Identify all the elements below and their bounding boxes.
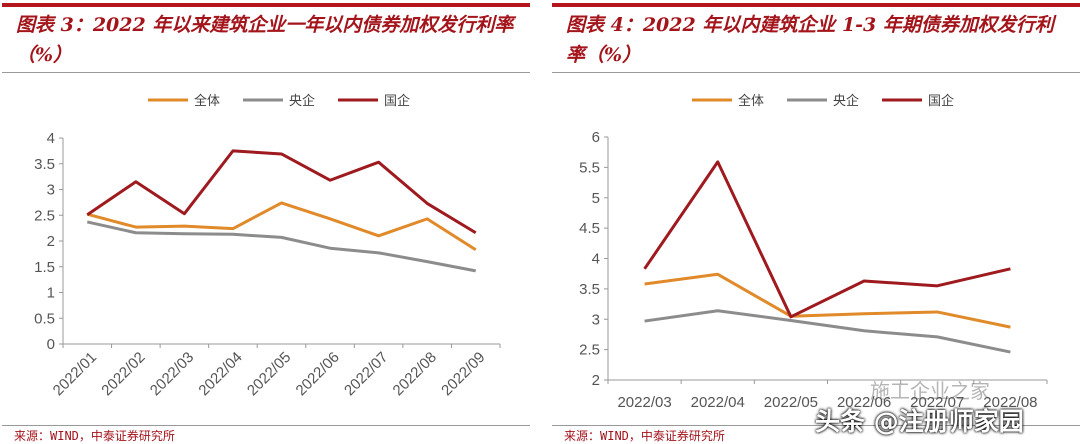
series-line-央企 <box>644 309 1011 354</box>
legend-label: 央企 <box>289 93 315 109</box>
watermark: 施工企业之家 <box>870 379 990 403</box>
divider <box>552 72 1080 73</box>
legend-label: 全体 <box>194 93 220 109</box>
x-tick-label: 2022/02 <box>98 349 148 399</box>
chart-title: 图表 3：2022 年以来建筑企业一年以内债券加权发行利率（%） <box>16 14 514 66</box>
y-tick-label: 2.5 <box>34 207 55 224</box>
y-tick-label: 1 <box>47 285 55 302</box>
x-tick-label: 2022/01 <box>50 349 100 399</box>
chart-panel-2: 图表 4：2022 年以内建筑企业 1-3 年期债券加权发行利率（%） 来源：W… <box>550 0 1080 444</box>
y-tick-label: 3.5 <box>34 156 55 173</box>
x-tick-label: 2022/07 <box>910 394 964 411</box>
y-tick-label: 0.5 <box>34 310 55 327</box>
y-tick-label: 4 <box>592 251 600 268</box>
divider <box>552 425 1080 426</box>
x-tick-label: 2022/08 <box>390 349 440 399</box>
watermark: 头条 @注册师家园 <box>815 407 1024 436</box>
y-tick-label: 0 <box>47 336 55 353</box>
top-rule <box>552 3 1080 7</box>
y-tick-label: 3 <box>47 182 55 199</box>
divider <box>2 425 530 426</box>
x-tick-label: 2022/04 <box>195 349 245 399</box>
series-line-全体 <box>86 201 477 252</box>
y-tick-label: 4 <box>47 130 55 147</box>
x-tick-label: 2022/09 <box>438 349 488 399</box>
y-tick-label: 2.5 <box>579 342 600 359</box>
chart-panel-1: 图表 3：2022 年以来建筑企业一年以内债券加权发行利率（%） 来源：WIND… <box>0 0 530 444</box>
y-tick-label: 4.5 <box>579 220 600 237</box>
x-tick-label: 2022/06 <box>293 349 343 399</box>
y-tick-label: 3.5 <box>579 281 600 298</box>
source-note: 来源：WIND，中泰证券研究所 <box>14 429 175 443</box>
series-line-央企 <box>86 220 477 273</box>
legend-label: 全体 <box>738 93 764 109</box>
y-tick-label: 2 <box>592 372 600 389</box>
legend-label: 国企 <box>928 93 954 109</box>
divider <box>2 72 530 73</box>
y-tick-label: 3 <box>592 311 600 328</box>
x-tick-label: 2022/03 <box>617 394 671 411</box>
series-line-全体 <box>644 272 1011 329</box>
x-tick-label: 2022/08 <box>983 394 1037 411</box>
series-line-国企 <box>86 149 477 235</box>
series-line-国企 <box>643 160 1011 319</box>
x-tick-label: 2022/04 <box>691 394 745 411</box>
legend-label: 央企 <box>833 93 859 109</box>
y-tick-label: 1.5 <box>34 259 55 276</box>
x-tick-label: 2022/05 <box>244 349 294 399</box>
y-tick-label: 5 <box>592 190 600 207</box>
chart-title: 图表 4：2022 年以内建筑企业 1-3 年期债券加权发行利率（%） <box>566 14 1054 66</box>
y-tick-label: 6 <box>592 129 600 146</box>
x-tick-label: 2022/05 <box>764 394 818 411</box>
x-tick-label: 2022/07 <box>341 349 391 399</box>
top-rule <box>2 3 530 7</box>
y-tick-label: 5.5 <box>579 159 600 176</box>
y-tick-label: 2 <box>47 233 55 250</box>
legend-label: 国企 <box>384 93 410 109</box>
x-tick-label: 2022/03 <box>147 349 197 399</box>
x-tick-label: 2022/06 <box>837 394 891 411</box>
source-note: 来源：WIND，中泰证券研究所 <box>564 429 725 443</box>
